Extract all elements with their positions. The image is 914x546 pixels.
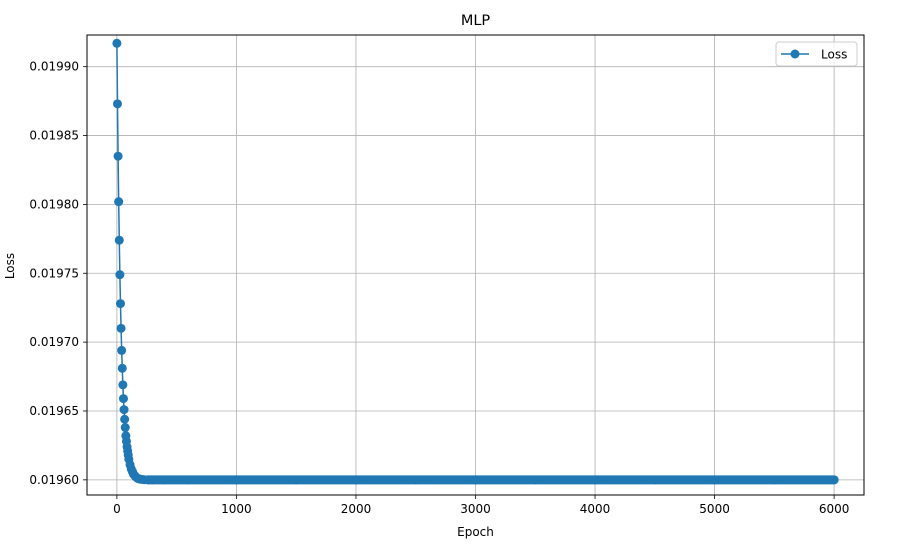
x-axis-ticks: 0 1000 2000 3000 4000 5000 6000 — [113, 495, 849, 516]
x-tick-label: 4000 — [580, 502, 611, 516]
loss-point — [118, 380, 128, 390]
loss-point — [112, 38, 122, 48]
loss-point — [115, 299, 125, 309]
y-axis-ticks: 0.01960 0.01965 0.01970 0.01975 0.01980 0.019… — [29, 60, 87, 487]
y-tick-label: 0.01990 — [29, 60, 79, 74]
loss-point — [114, 197, 124, 207]
x-axis-label: Epoch — [457, 525, 494, 539]
legend-marker-swatch — [790, 49, 800, 59]
loss-point — [115, 270, 125, 280]
y-tick-label: 0.01980 — [29, 197, 79, 211]
loss-point — [117, 345, 127, 355]
chart-title: MLP — [461, 13, 491, 29]
loss-point — [112, 99, 122, 109]
y-tick-label: 0.01970 — [29, 335, 79, 349]
y-tick-label: 0.01960 — [29, 473, 79, 487]
y-tick-label: 0.01985 — [29, 129, 79, 143]
y-tick-label: 0.01975 — [29, 266, 79, 280]
loss-point — [117, 363, 127, 373]
x-tick-label: 1000 — [221, 502, 252, 516]
loss-point — [120, 423, 130, 433]
legend-box — [775, 41, 858, 67]
x-tick-label: 3000 — [460, 502, 491, 516]
loss-point — [119, 405, 129, 415]
legend: Loss — [775, 41, 858, 67]
y-axis-label: Loss — [3, 253, 17, 279]
loss-point — [116, 323, 126, 333]
x-tick-label: 2000 — [341, 502, 372, 516]
legend-label-loss: Loss — [821, 48, 847, 62]
loss-point — [114, 235, 124, 245]
x-tick-label: 5000 — [699, 502, 730, 516]
x-tick-label: 0 — [113, 502, 121, 516]
loss-point — [120, 414, 130, 424]
x-tick-label: 6000 — [819, 502, 850, 516]
loss-point — [113, 151, 123, 161]
series-markers-loss — [112, 38, 839, 485]
y-tick-label: 0.01965 — [29, 404, 79, 418]
loss-point — [118, 394, 128, 404]
